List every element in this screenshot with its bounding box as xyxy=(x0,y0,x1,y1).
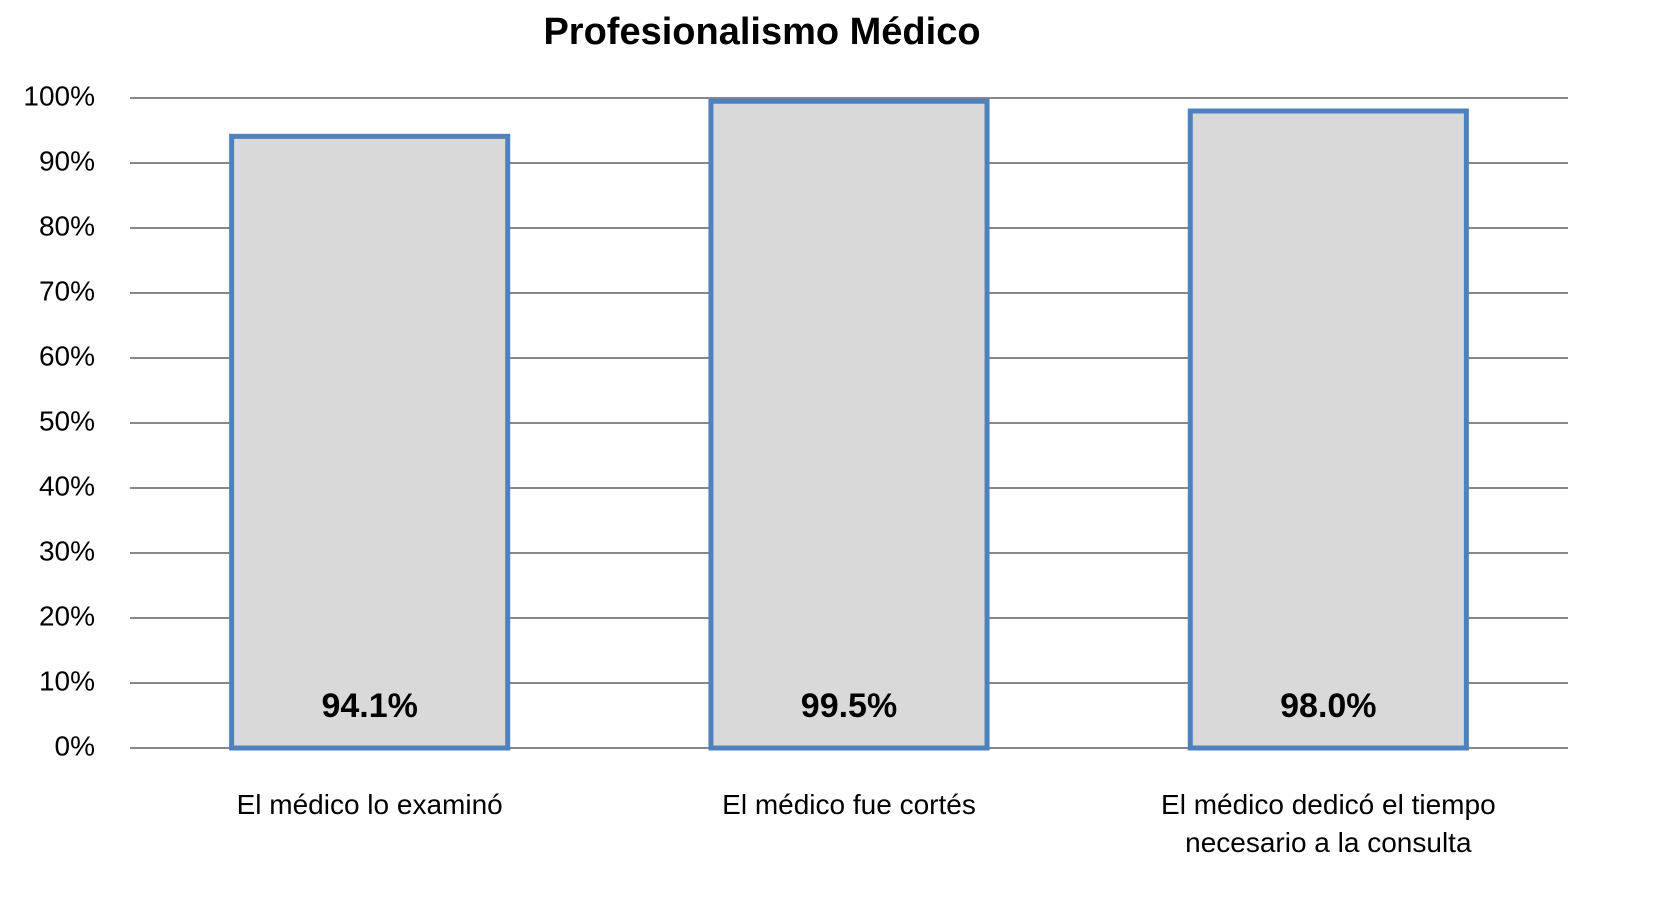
y-tick-label: 10% xyxy=(39,665,95,696)
y-tick-label: 80% xyxy=(39,210,95,241)
y-tick-label: 60% xyxy=(39,340,95,371)
y-tick-label: 40% xyxy=(39,470,95,501)
y-tick-label: 50% xyxy=(39,405,95,436)
y-tick-label: 90% xyxy=(39,145,95,176)
x-tick-label: El médico fue cortés xyxy=(722,789,976,820)
x-tick-label: El médico lo examinó xyxy=(236,789,503,820)
bar xyxy=(1187,108,1469,751)
bar xyxy=(708,98,990,751)
y-tick-label: 70% xyxy=(39,275,95,306)
y-tick-label: 20% xyxy=(39,600,95,631)
data-label: 94.1% xyxy=(321,687,417,725)
y-tick-label: 30% xyxy=(39,535,95,566)
y-tick-label: 0% xyxy=(55,730,95,761)
y-tick-label: 100% xyxy=(23,80,95,111)
chart-title: Profesionalismo Médico xyxy=(543,11,980,53)
bar xyxy=(229,133,511,751)
x-tick-label: El médico dedicó el tiempo necesario a l… xyxy=(1161,789,1496,858)
data-label: 98.0% xyxy=(1280,687,1376,725)
data-label: 99.5% xyxy=(801,687,897,725)
